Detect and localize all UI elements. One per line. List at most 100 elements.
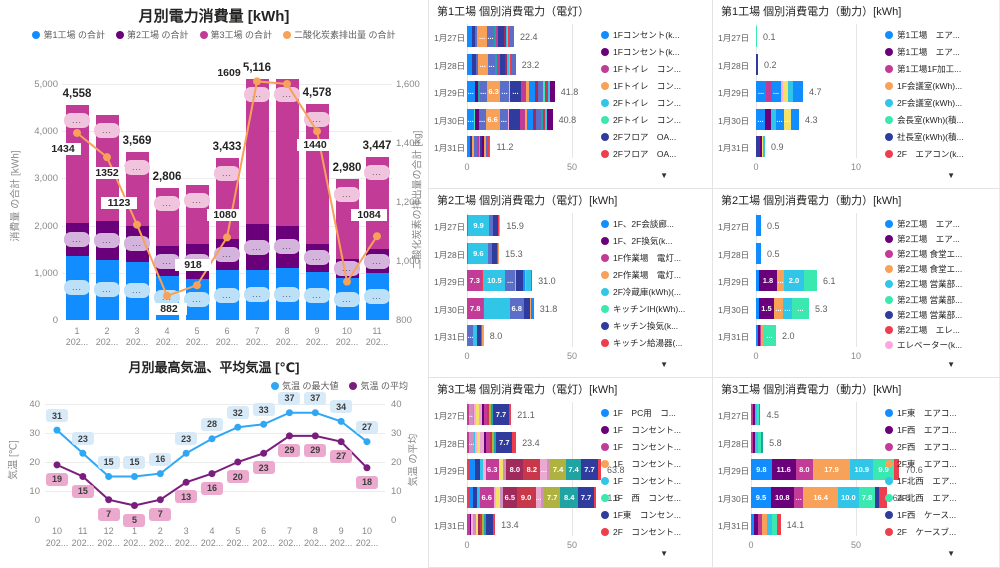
bar-row[interactable]	[756, 26, 757, 47]
legend-item[interactable]: 第2工場 食堂エ...	[885, 262, 962, 277]
bar-segment[interactable]	[485, 431, 490, 453]
legend-item[interactable]: 1F PC用 コ...	[601, 405, 681, 422]
bar-segment[interactable]: ...	[500, 81, 509, 102]
bar-segment[interactable]: ...	[505, 270, 515, 291]
bar-segment[interactable]: 7.8	[858, 486, 876, 508]
legend-item[interactable]: 1F、2F会談廊...	[601, 216, 685, 233]
bar-segment[interactable]: ...	[478, 108, 486, 130]
bar-segment[interactable]	[492, 514, 496, 535]
legend-item[interactable]: 1Fトイレ コン...	[601, 78, 681, 95]
bar-segment[interactable]: 8.2	[523, 459, 541, 480]
bar-segment[interactable]	[756, 26, 757, 47]
bar-segment[interactable]	[482, 136, 485, 157]
bar-segment[interactable]	[489, 215, 493, 236]
bar-segment[interactable]	[772, 514, 778, 535]
bar-row[interactable]: ......	[467, 53, 516, 75]
line-point[interactable]	[234, 423, 242, 431]
legend-scroll-down-icon[interactable]: ▼	[947, 171, 955, 180]
bar-segment[interactable]	[756, 297, 759, 319]
bar-segment[interactable]	[524, 108, 527, 130]
bar-segment[interactable]	[530, 297, 532, 319]
bar-segment[interactable]	[509, 108, 520, 130]
bar-segment[interactable]: ...	[477, 26, 487, 47]
bar-segment[interactable]	[756, 242, 761, 264]
bar-segment[interactable]: 10.8	[770, 486, 794, 508]
bar-segment[interactable]	[484, 514, 487, 535]
bar-row[interactable]: 7.8 6.8	[467, 297, 534, 319]
bar-row[interactable]	[756, 242, 761, 264]
bar-segment[interactable]	[751, 431, 754, 453]
bar-row[interactable]	[751, 431, 764, 453]
legend-item[interactable]: 1F東 エアコ...	[885, 405, 957, 422]
bar-segment[interactable]	[483, 297, 485, 319]
bar-segment[interactable]: ...	[777, 270, 784, 291]
bar-segment[interactable]: ...	[792, 297, 809, 319]
legend-item[interactable]: 第2工場 エア...	[885, 231, 962, 246]
bar-segment[interactable]: 6.8	[509, 297, 524, 319]
bar-segment[interactable]: ...	[467, 81, 475, 102]
bar-segment[interactable]: ...	[793, 486, 804, 508]
bar-segment[interactable]	[489, 431, 492, 453]
bar-segment[interactable]	[758, 404, 761, 425]
bar-segment[interactable]: 9.6	[468, 242, 489, 264]
bar-segment[interactable]: 6.6	[485, 108, 500, 130]
bar-row[interactable]: ......	[756, 81, 803, 102]
bar-segment[interactable]	[496, 486, 500, 508]
bar-segment[interactable]	[597, 459, 601, 480]
bar-segment[interactable]	[520, 81, 527, 102]
legend-item[interactable]: 第1工場 の合計	[32, 28, 105, 41]
bar-segment[interactable]	[547, 459, 551, 480]
bar-segment[interactable]: 9.0	[516, 486, 536, 508]
bar-segment[interactable]	[481, 404, 484, 425]
legend-item[interactable]: 1F北西 エア...	[885, 473, 957, 490]
bar-segment[interactable]	[496, 26, 499, 47]
bar-segment[interactable]	[757, 325, 760, 346]
bar-segment[interactable]	[514, 270, 516, 291]
bar-segment[interactable]	[777, 514, 781, 535]
bar-segment[interactable]	[782, 81, 788, 102]
bar-segment[interactable]: 1.5	[759, 297, 774, 319]
legend-item[interactable]: 1Fコンセント(k...	[601, 27, 681, 44]
bar-segment[interactable]	[756, 136, 760, 157]
line-point[interactable]	[363, 464, 371, 472]
bar-segment[interactable]	[756, 270, 759, 291]
bar-segment[interactable]	[761, 431, 764, 453]
legend-item[interactable]: 気温 の平均	[349, 379, 408, 392]
bar-segment[interactable]: ...	[756, 108, 765, 130]
bar-segment[interactable]	[489, 404, 491, 425]
bar-row[interactable]: ...	[467, 325, 484, 346]
bar-segment[interactable]	[508, 26, 510, 47]
bar-segment[interactable]: 6.3	[485, 459, 499, 480]
bar-segment[interactable]	[467, 242, 469, 264]
bar-segment[interactable]	[758, 431, 762, 453]
bar-segment[interactable]	[508, 81, 510, 102]
legend-item[interactable]: 気温 の最大値	[270, 379, 338, 392]
bar-segment[interactable]	[893, 459, 900, 480]
bar-segment[interactable]	[471, 514, 474, 535]
bar-segment[interactable]: 7.7	[581, 459, 598, 480]
bar-segment[interactable]	[526, 270, 531, 291]
bar-segment[interactable]: 7.8	[467, 297, 484, 319]
line-point[interactable]	[208, 435, 216, 443]
legend-item[interactable]: 1F西 ケース...	[885, 506, 957, 523]
bar-segment[interactable]	[765, 108, 771, 130]
bar-segment[interactable]	[767, 514, 773, 535]
bar-segment[interactable]	[531, 297, 533, 319]
bar-segment[interactable]	[475, 108, 479, 130]
bar-segment[interactable]	[758, 514, 763, 535]
bar-segment[interactable]: 6.3	[486, 81, 501, 102]
bar-segment[interactable]	[497, 53, 500, 75]
bar-row[interactable]: ...... 6.3......	[467, 81, 555, 102]
bar-segment[interactable]	[536, 108, 541, 130]
bar-segment[interactable]: 9.9	[468, 215, 490, 236]
legend-item[interactable]: キッチン換気(k...	[601, 317, 685, 334]
bar-segment[interactable]	[469, 486, 473, 508]
line-point[interactable]	[105, 496, 113, 504]
bar-segment[interactable]	[512, 431, 517, 453]
bar-segment[interactable]	[467, 459, 471, 480]
bar-segment[interactable]: 2.0	[784, 270, 804, 291]
bar-segment[interactable]	[759, 136, 762, 157]
legend-item[interactable]: 2Fトイレ コン...	[601, 95, 681, 112]
line-point[interactable]	[130, 473, 138, 480]
bar-segment[interactable]	[471, 136, 475, 157]
